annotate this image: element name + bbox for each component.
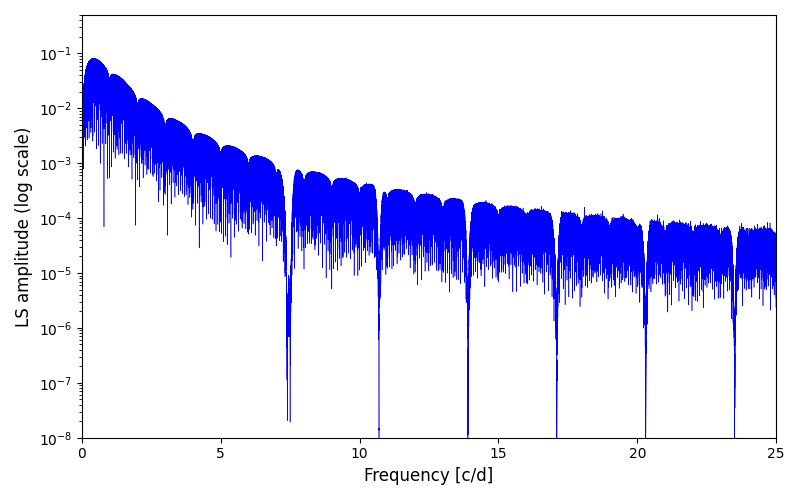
Y-axis label: LS amplitude (log scale): LS amplitude (log scale) xyxy=(15,126,33,326)
X-axis label: Frequency [c/d]: Frequency [c/d] xyxy=(364,467,494,485)
